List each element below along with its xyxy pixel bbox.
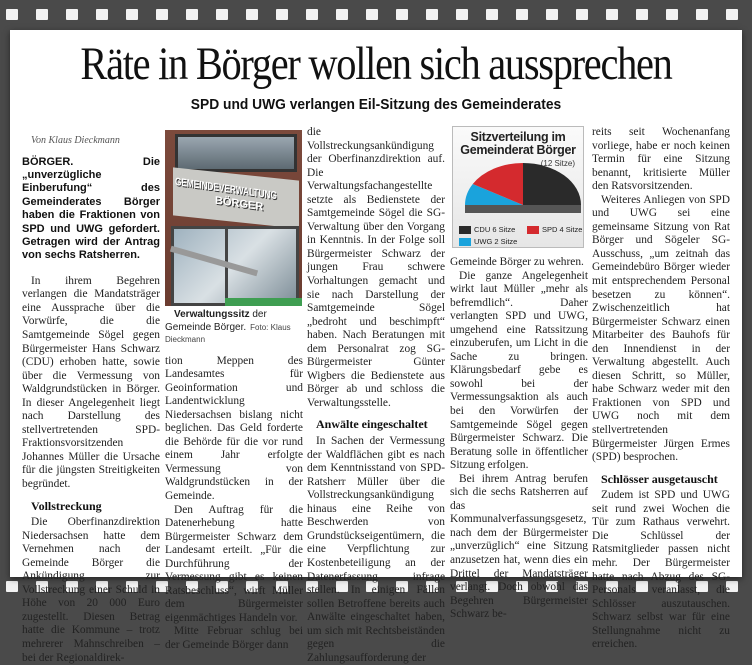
perforation-hole xyxy=(576,581,588,592)
perforation-hole xyxy=(666,9,678,20)
perforation-hole xyxy=(636,9,648,20)
column-2: GEMEINDEVERWALTUNG BÖRGER Verwaltungssit… xyxy=(165,126,303,653)
perforation-hole xyxy=(126,581,138,592)
perforation-hole xyxy=(696,581,708,592)
column-3: die Vollstreckungsankündigung der Oberfi… xyxy=(307,126,445,665)
town-hall-photo: GEMEINDEVERWALTUNG BÖRGER xyxy=(165,130,302,306)
perforation-hole xyxy=(336,9,348,20)
perforation-hole xyxy=(606,581,618,592)
perforation-hole xyxy=(516,581,528,592)
perforation-hole xyxy=(96,9,108,20)
perforation-hole xyxy=(66,581,78,592)
chart-subtitle: (12 Sitze) xyxy=(540,159,575,168)
perforation-hole xyxy=(456,9,468,20)
perforation-hole xyxy=(396,9,408,20)
perforation-hole xyxy=(216,9,228,20)
byline: Von Klaus Dieckmann xyxy=(31,135,120,146)
perforation-hole xyxy=(156,9,168,20)
perforation-hole xyxy=(576,9,588,20)
paragraph: Den Auftrag für die Datenerhebung hatte … xyxy=(165,503,303,624)
paragraph: Die Oberfinanzdirektion Niedersachsen ha… xyxy=(22,516,160,664)
perforation-hole xyxy=(66,9,78,20)
perforation-hole xyxy=(366,9,378,20)
perforation-hole xyxy=(426,581,438,592)
pie-slice-uwg xyxy=(465,184,523,205)
lead-paragraph: BÖRGER. Die „unverzügliche Einberufung“ … xyxy=(22,155,160,262)
film-perforation-top xyxy=(0,9,752,21)
subheading: Anwälte eingeschaltet xyxy=(316,417,428,432)
perforation-hole xyxy=(546,9,558,20)
paragraph: Gemeinde Börger zu wehren. xyxy=(450,256,584,268)
perforation-hole xyxy=(216,581,228,592)
photo-credit: Foto: Klaus Dieckmann xyxy=(165,322,291,345)
paragraph: Bei ihrem Antrag berufen sich die sechs … xyxy=(450,472,588,621)
paragraph: tion Meppen des Landesamtes für Geoinfor… xyxy=(165,354,303,502)
paragraph: Zudem ist SPD und UWG seit rund zwei Woc… xyxy=(592,489,730,651)
perforation-hole xyxy=(336,581,348,592)
paragraph: Die ganze Angelegenheit wirkt laut Mülle… xyxy=(450,269,588,472)
perforation-hole xyxy=(6,9,18,20)
pie-slice-spd xyxy=(472,163,523,205)
perforation-hole xyxy=(6,581,18,592)
paragraph: Weiteres Anliegen von SPD und UWG sei ei… xyxy=(592,193,730,464)
photo-caption: Verwaltungssitz der Gemeinde Börger. Foto… xyxy=(165,309,303,347)
perforation-hole xyxy=(246,9,258,20)
perforation-hole xyxy=(36,9,48,20)
column-5: reits seit Wochenanfang vorliege, habe e… xyxy=(592,126,730,652)
pie-slice-cdu xyxy=(523,163,581,205)
perforation-hole xyxy=(276,581,288,592)
perforation-hole xyxy=(246,581,258,592)
paragraph: die Vollstreckungsankündigung der Oberfi… xyxy=(307,126,445,409)
perforation-hole xyxy=(36,581,48,592)
perforation-hole xyxy=(276,9,288,20)
perforation-hole xyxy=(726,9,738,20)
perforation-hole xyxy=(186,581,198,592)
paragraph: reits seit Wochenanfang vorliege, habe e… xyxy=(592,126,730,193)
perforation-hole xyxy=(486,581,498,592)
perforation-hole xyxy=(366,581,378,592)
perforation-hole xyxy=(606,9,618,20)
subheading: Schlösser ausgetauscht xyxy=(601,471,718,486)
perforation-hole xyxy=(396,581,408,592)
perforation-hole xyxy=(726,581,738,592)
legend-label: UWG 2 Sitze xyxy=(474,237,518,246)
perforation-hole xyxy=(516,9,528,20)
perforation-hole xyxy=(96,581,108,592)
perforation-hole xyxy=(696,9,708,20)
headline: Räte in Börger wollen sich aussprechen xyxy=(80,38,672,90)
chart-title: Sitzverteilung im Gemeinderat Börger xyxy=(460,130,576,157)
film-perforation-bottom xyxy=(0,581,752,593)
perforation-hole xyxy=(636,581,648,592)
paragraph: In Sachen der Vermessung der Waldflächen… xyxy=(307,435,445,664)
pie-depth xyxy=(465,205,581,213)
legend-label: CDU 6 Sitze xyxy=(474,225,516,234)
perforation-hole xyxy=(126,9,138,20)
legend-item-uwg: UWG 2 Sitze xyxy=(459,235,517,249)
paragraph: In ihrem Begehren verlangen die Mandatst… xyxy=(22,274,160,490)
caption-bold: Verwaltungssitz xyxy=(174,309,250,320)
subheading: Vollstreckung xyxy=(31,498,102,513)
legend-item-cdu: CDU 6 Sitze xyxy=(459,223,515,237)
newspaper-clipping: Räte in Börger wollen sich aussprechen S… xyxy=(10,30,742,664)
perforation-hole xyxy=(306,581,318,592)
column-4: Sitzverteilung im Gemeinderat Börger (12… xyxy=(450,126,588,622)
perforation-hole xyxy=(186,9,198,20)
seat-distribution-chart: Sitzverteilung im Gemeinderat Börger (12… xyxy=(452,126,584,248)
perforation-hole xyxy=(546,581,558,592)
perforation-hole xyxy=(456,581,468,592)
perforation-hole xyxy=(306,9,318,20)
pie-chart xyxy=(465,163,581,213)
paragraph: Mitte Februar schlug bei der Gemeinde Bö… xyxy=(165,625,303,651)
perforation-hole xyxy=(156,581,168,592)
perforation-hole xyxy=(666,581,678,592)
perforation-hole xyxy=(426,9,438,20)
legend-item-spd: SPD 4 Sitze xyxy=(527,223,582,237)
legend-label: SPD 4 Sitze xyxy=(542,225,583,234)
column-1: Von Klaus Dieckmann BÖRGER. Die „unverzü… xyxy=(22,126,160,665)
caption-text: der Gemeinde Börger. xyxy=(165,309,267,333)
subheadline: SPD und UWG verlangen Eil-Sitzung des Ge… xyxy=(190,96,562,113)
perforation-hole xyxy=(486,9,498,20)
